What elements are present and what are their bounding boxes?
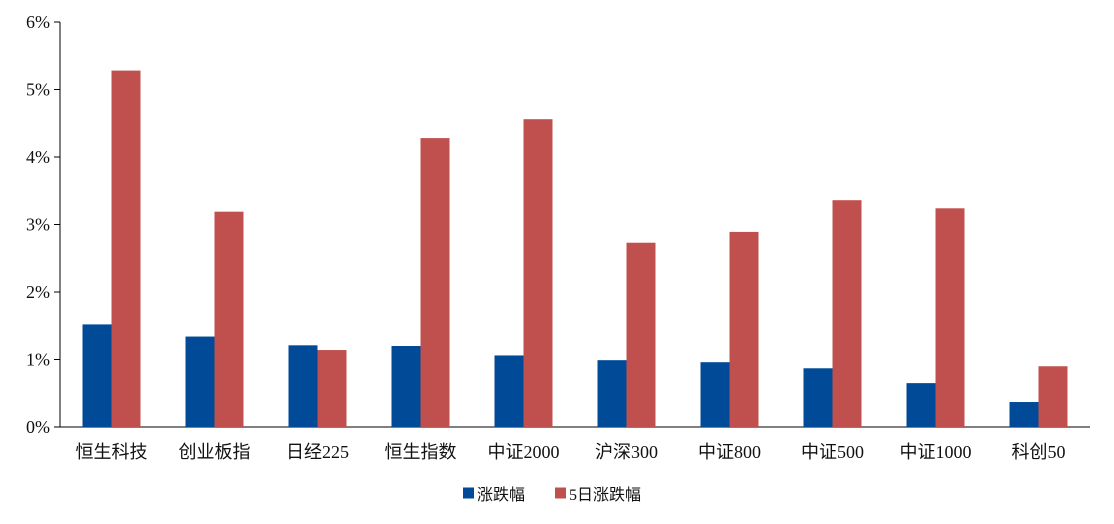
bar-daily-change [82, 324, 112, 427]
legend-label-daily: 涨跌幅 [477, 486, 525, 504]
bar-5day-change [420, 138, 450, 427]
legend-swatch-daily [463, 487, 474, 499]
bar-daily-change [906, 383, 936, 427]
x-tick-label: 恒生科技 [76, 442, 148, 462]
bar-daily-change [803, 368, 833, 427]
bar-5day-change [111, 70, 141, 427]
bar-daily-change [1009, 402, 1039, 427]
bar-daily-change [700, 362, 730, 427]
bar-daily-change [597, 360, 627, 427]
bar-5day-change [626, 242, 656, 427]
x-tick-label: 日经225 [286, 442, 349, 462]
y-tick-label: 1% [26, 350, 50, 370]
bar-daily-change [185, 336, 215, 427]
legend-label-5day: 5日涨跌幅 [569, 486, 641, 504]
bar-5day-change [523, 119, 553, 427]
x-tick-label: 沪深300 [595, 442, 658, 462]
x-tick-label: 中证2000 [488, 442, 560, 462]
x-tick-label: 中证500 [801, 442, 864, 462]
x-tick-label: 恒生指数 [385, 442, 457, 462]
y-tick-label: 0% [26, 417, 50, 437]
x-tick-label: 科创50 [1012, 442, 1066, 462]
bar-5day-change [214, 211, 244, 427]
x-tick-label: 中证1000 [900, 442, 972, 462]
x-tick-label: 中证800 [698, 442, 761, 462]
y-tick-label: 6% [26, 12, 50, 32]
bar-daily-change [391, 346, 421, 427]
y-tick-label: 5% [26, 80, 50, 100]
bar-daily-change [288, 345, 318, 427]
x-tick-label: 创业板指 [179, 442, 251, 462]
y-tick-label: 3% [26, 215, 50, 235]
y-tick-label: 4% [26, 147, 50, 167]
bar-5day-change [1038, 366, 1068, 427]
legend-swatch-5day [555, 487, 566, 499]
bar-5day-change [935, 208, 965, 427]
bar-5day-change [832, 200, 862, 427]
bar-5day-change [317, 350, 347, 427]
y-tick-label: 2% [26, 282, 50, 302]
bar-5day-change [729, 231, 759, 427]
bar-daily-change [494, 355, 524, 427]
